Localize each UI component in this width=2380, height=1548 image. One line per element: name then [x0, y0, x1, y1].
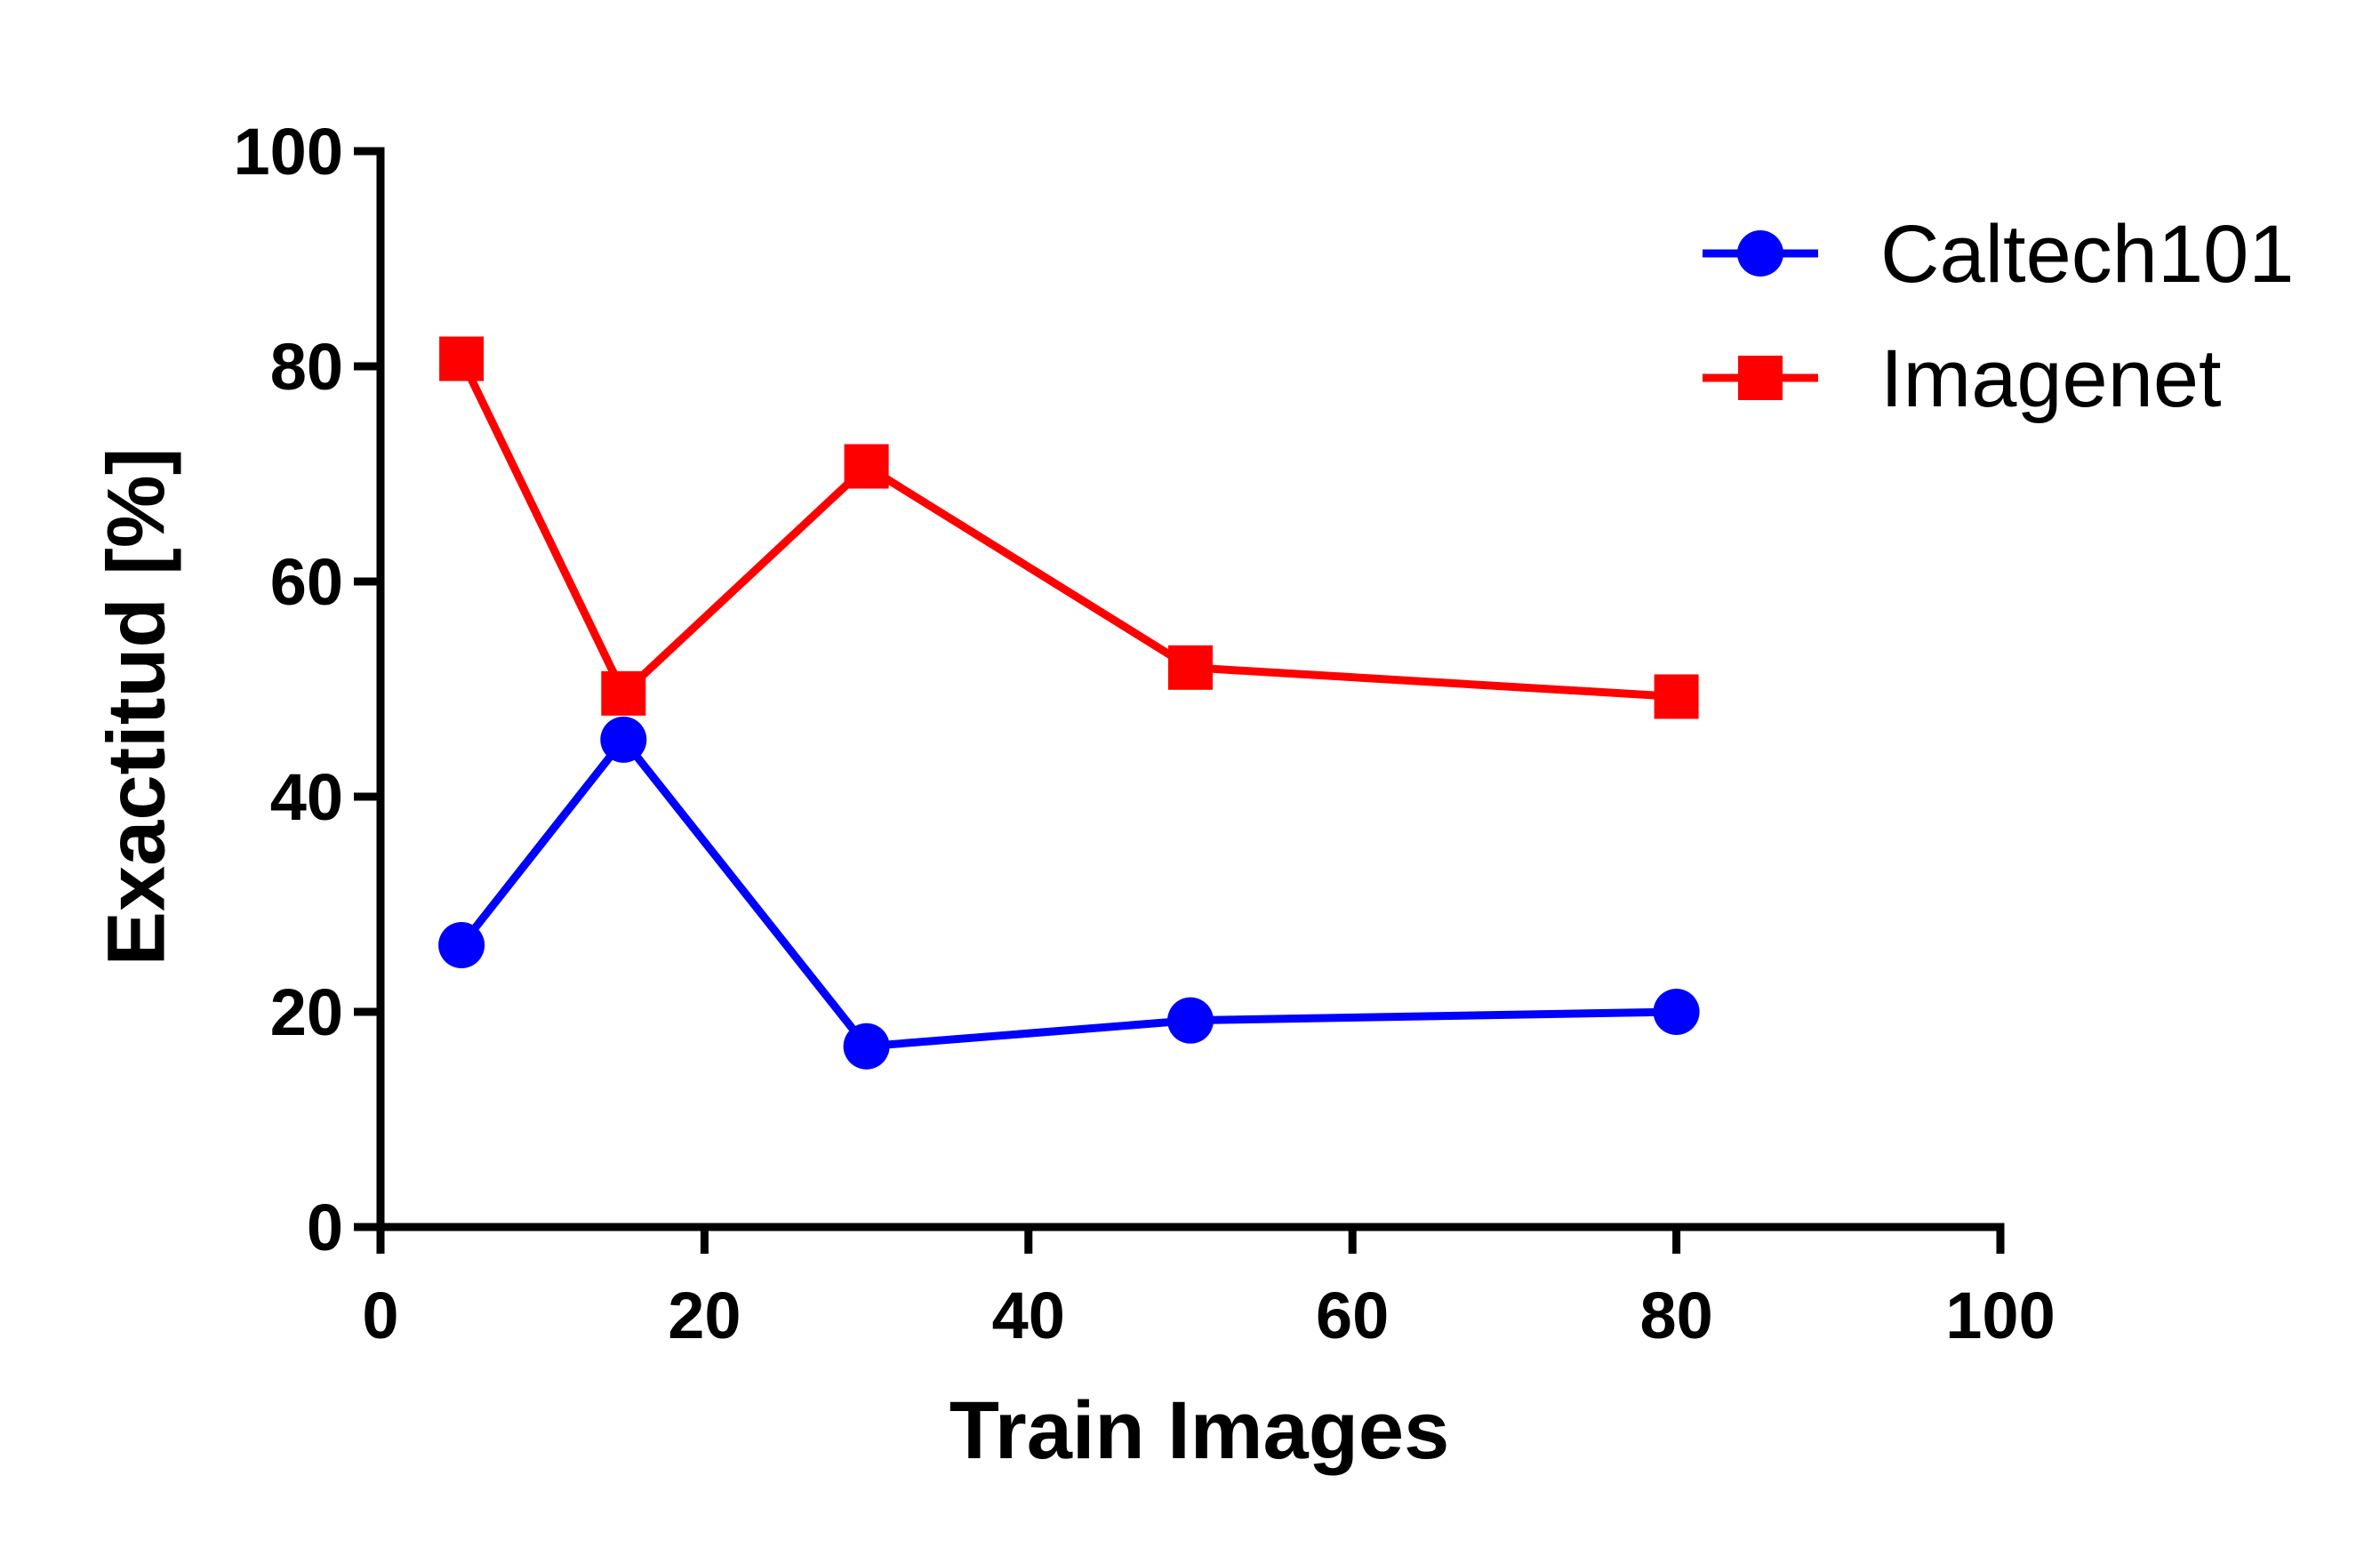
series-line: [458, 357, 1677, 701]
y-tick-label: 20: [270, 975, 343, 1049]
data-point: [439, 336, 485, 381]
data-point: [600, 716, 647, 763]
x-tick-label: 40: [992, 1279, 1065, 1352]
y-axis-title: Exactitud [%]: [91, 448, 181, 966]
data-point: [1653, 989, 1700, 1035]
x-axis-title: Train Images: [950, 1385, 1449, 1476]
data-point: [1654, 674, 1699, 719]
x-tick-label: 0: [362, 1279, 398, 1352]
series-line: [458, 735, 1677, 1051]
data-point: [844, 444, 889, 489]
legend-marker: [1737, 230, 1783, 277]
x-tick-label: 100: [1945, 1279, 2055, 1352]
data-point: [843, 1023, 890, 1070]
y-tick-label: 60: [270, 545, 343, 619]
legend: Caltech101 Imagenet: [1703, 209, 2294, 424]
series-layer: [438, 336, 1700, 1070]
legend-item: Caltech101: [1703, 209, 2294, 300]
x-tick-label: 60: [1316, 1279, 1389, 1352]
data-point: [601, 670, 646, 716]
legend-label: Imagenet: [1880, 333, 2222, 424]
x-tick-label: 80: [1639, 1279, 1712, 1352]
y-tick-label: 40: [270, 760, 343, 834]
y-ticks: 0 20 40 60 80 100: [234, 115, 381, 1264]
legend-marker: [1738, 356, 1783, 400]
series-caltech101: [438, 716, 1700, 1070]
legend-label: Caltech101: [1880, 209, 2294, 300]
y-tick-label: 80: [270, 330, 343, 404]
y-tick-label: 100: [234, 115, 343, 188]
legend-item: Imagenet: [1703, 333, 2222, 424]
data-point: [1167, 997, 1214, 1044]
x-tick-label: 20: [668, 1279, 741, 1352]
y-tick-label: 0: [307, 1191, 343, 1264]
axes: 0 20 40 60 80 100 0 20 40 60 80 100: [234, 115, 2055, 1352]
series-imagenet: [439, 336, 1699, 719]
data-point: [438, 921, 485, 968]
data-point: [1168, 645, 1213, 690]
x-ticks: 0 20 40 60 80 100: [362, 1227, 2055, 1352]
